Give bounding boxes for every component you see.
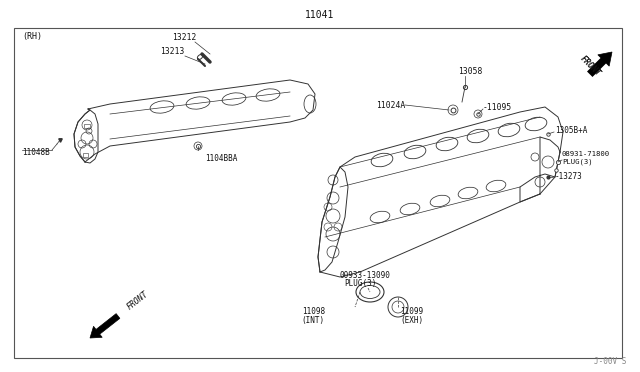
Text: 11024A: 11024A xyxy=(376,100,405,109)
Text: FRONT: FRONT xyxy=(578,54,602,78)
FancyArrow shape xyxy=(90,314,120,338)
Text: (RH): (RH) xyxy=(22,32,42,41)
Text: 00933-13090: 00933-13090 xyxy=(340,271,391,280)
Text: J-00V S: J-00V S xyxy=(594,357,626,366)
FancyArrow shape xyxy=(588,52,612,77)
Bar xyxy=(84,124,90,128)
Text: 11099: 11099 xyxy=(400,308,423,317)
Text: 1104BBA: 1104BBA xyxy=(205,154,237,163)
Text: PLUG(3): PLUG(3) xyxy=(344,279,376,288)
Text: PLUG(3): PLUG(3) xyxy=(562,159,593,165)
Text: 11098: 11098 xyxy=(302,308,325,317)
Text: 1305B+A: 1305B+A xyxy=(555,125,588,135)
Text: -11095: -11095 xyxy=(483,103,512,112)
Text: FRONT: FRONT xyxy=(125,290,150,312)
Text: 11041: 11041 xyxy=(305,10,335,20)
Text: (EXH): (EXH) xyxy=(400,315,423,324)
FancyBboxPatch shape xyxy=(14,28,622,358)
Ellipse shape xyxy=(197,55,203,60)
Text: 13213: 13213 xyxy=(160,47,184,56)
Text: 08931-71800: 08931-71800 xyxy=(562,151,610,157)
Text: -13273: -13273 xyxy=(555,171,583,180)
Text: (INT): (INT) xyxy=(302,315,325,324)
Bar xyxy=(83,153,88,157)
Text: 13212: 13212 xyxy=(172,33,196,42)
Text: 13058: 13058 xyxy=(458,67,483,76)
Text: 11048B: 11048B xyxy=(22,148,50,157)
